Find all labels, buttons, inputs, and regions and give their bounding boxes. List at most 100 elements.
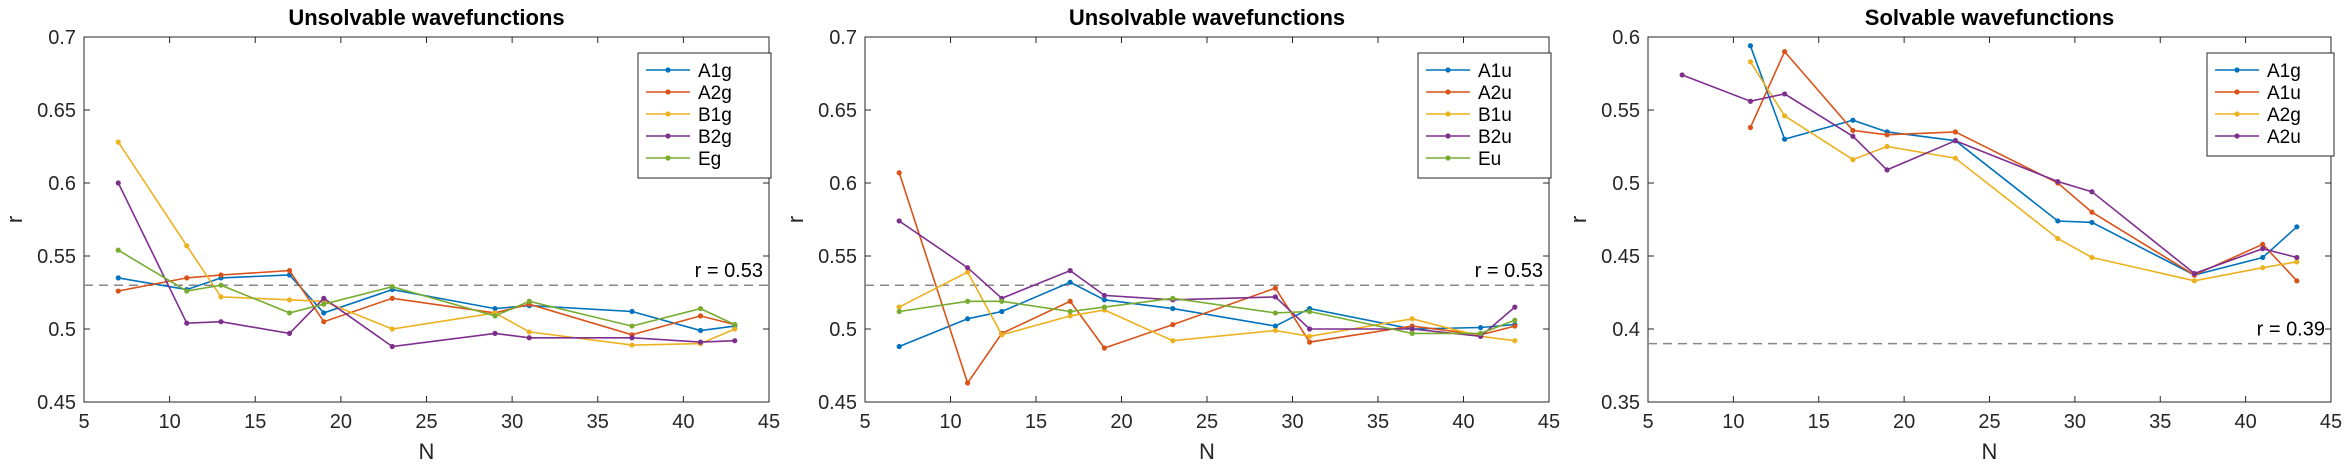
chart-panel-3: 5 10 15 20 25 30 35 40 45 0.35 0.4 0.45 0.5 0.55 0.6 So… [1562, 0, 2344, 469]
chart-panel-2: 5 10 15 20 25 30 35 40 45 0.45 0.5 0.55 0.6 0.65 0.7 Un… [781, 0, 1562, 469]
legend-marker-B2u [1445, 133, 1451, 139]
series-line-A2g [1749, 61, 2298, 282]
x-tick-label: 30 [2064, 411, 2086, 433]
data-point-A2u [1067, 298, 1073, 304]
data-point-Eu [1170, 295, 1176, 301]
y-tick-label: 0.6 [48, 173, 76, 195]
x-tick-label: 5 [859, 411, 870, 433]
chart-panel-1: 5 10 15 20 25 30 35 40 45 0.45 0.5 0.55 0.6 0.65 0.7 Un… [0, 0, 781, 469]
data-point-A2g [2089, 254, 2095, 261]
data-point-A2g [1884, 143, 1890, 150]
x-tick-label: 20 [330, 411, 352, 433]
y-tick-label: 0.55 [37, 246, 76, 268]
data-point-Eg [218, 282, 224, 288]
x-tick-label: 45 [1538, 411, 1560, 433]
y-tick-label: 0.45 [1601, 246, 1640, 268]
data-point-B2g [389, 343, 395, 350]
data-point-A1g [115, 275, 121, 281]
data-point-A1g [1850, 117, 1856, 123]
data-point-A1u [1067, 279, 1073, 285]
data-point-A1u [2260, 241, 2266, 247]
legend-label-Eg: Eg [698, 149, 721, 170]
legend-label-A2g: A2g [698, 83, 732, 104]
data-point-B2u [1409, 326, 1415, 332]
data-point-B1g [629, 342, 635, 348]
chart-title: Solvable wavefunctions [1865, 5, 2114, 30]
chart-title: Unsolvable wavefunctions [288, 5, 564, 30]
data-point-B1g [184, 243, 190, 249]
legend-label-A1g: A1g [2267, 61, 2301, 82]
x-tick-label: 5 [1642, 411, 1653, 433]
data-point-B2g [184, 320, 190, 326]
x-tick-label: 35 [587, 411, 609, 433]
data-point-A1g [2294, 224, 2300, 230]
data-point-B2u [965, 265, 971, 271]
y-tick-label: 0.35 [1601, 392, 1640, 414]
x-axis-label: N [419, 439, 435, 464]
data-point-A2u [2191, 270, 2197, 277]
y-axis-label: r [783, 216, 808, 223]
data-point-A2u [2294, 254, 2300, 261]
data-point-A1g [697, 327, 704, 334]
x-tick-label: 15 [1808, 411, 1830, 433]
legend-box [637, 52, 772, 179]
data-point-B2u [896, 218, 902, 224]
data-point-A2g [115, 288, 121, 294]
data-point-Eg [115, 247, 121, 253]
x-tick-label: 10 [939, 411, 961, 433]
data-point-A1u [1782, 49, 1788, 55]
legend-label-A2u: A2u [1478, 83, 1512, 104]
y-tick-label: 0.65 [37, 100, 76, 122]
data-point-A2u [1512, 323, 1518, 329]
legend-marker-A1g [2234, 67, 2240, 73]
data-point-A1g [321, 310, 327, 316]
x-tick-label: 35 [2149, 411, 2171, 433]
data-point-B1u [1512, 338, 1518, 344]
y-tick-label: 0.5 [48, 319, 76, 341]
data-point-A1u [999, 308, 1005, 315]
legend-marker-A2u [1445, 89, 1451, 95]
reference-line-label: r = 0.53 [695, 260, 763, 282]
data-point-Eu [1272, 310, 1278, 316]
legend-label-A1g: A1g [698, 61, 732, 82]
data-point-A2u [1952, 138, 1958, 144]
series-group [896, 170, 1518, 386]
series-group [1679, 43, 2300, 284]
x-tick-label: 30 [1281, 411, 1303, 433]
data-point-A2u [1101, 345, 1107, 351]
data-point-A1u [1952, 129, 1958, 135]
legend-marker-B1u [1445, 111, 1451, 117]
data-point-A1g [492, 305, 498, 312]
data-point-A2g [1782, 113, 1788, 119]
reference-line-label: r = 0.53 [1475, 260, 1543, 282]
y-tick-label: 0.7 [48, 27, 76, 49]
chart-3-svg: 5 10 15 20 25 30 35 40 45 0.35 0.4 0.45 0.5 0.55 0.6 So… [1566, 5, 2342, 464]
x-tick-label: 40 [672, 411, 694, 433]
legend-marker-A2u [2234, 133, 2240, 139]
x-tick-label: 25 [1196, 411, 1218, 433]
data-point-A1u [2294, 278, 2300, 284]
data-point-A2u [965, 380, 971, 386]
series-line-A1g [1749, 45, 2298, 276]
y-tick-label: 0.5 [1612, 173, 1640, 195]
data-point-B2u [1067, 268, 1073, 274]
x-tick-label: 35 [1367, 411, 1389, 433]
series-line-A1u [1749, 50, 2298, 282]
reference-line-label: r = 0.39 [2257, 319, 2325, 341]
data-point-A2u [896, 170, 902, 176]
data-point-B1u [965, 269, 971, 275]
y-tick-label: 0.5 [829, 319, 857, 341]
data-point-B1g [115, 139, 121, 145]
data-point-A1u [2089, 209, 2095, 215]
x-tick-label: 45 [2320, 411, 2342, 433]
data-point-A2g [2191, 278, 2197, 284]
data-point-A2u [1884, 167, 1890, 173]
data-point-A1u [1747, 124, 1754, 131]
x-tick-label: 10 [159, 411, 181, 433]
data-point-A2g [286, 268, 293, 274]
data-point-Eg [321, 301, 327, 307]
chart-2-svg: 5 10 15 20 25 30 35 40 45 0.45 0.5 0.55 0.6 0.65 0.7 Un… [783, 5, 1560, 464]
data-point-B2g [526, 335, 532, 341]
data-point-A2u [2260, 246, 2266, 252]
data-point-A1u [1272, 323, 1278, 329]
